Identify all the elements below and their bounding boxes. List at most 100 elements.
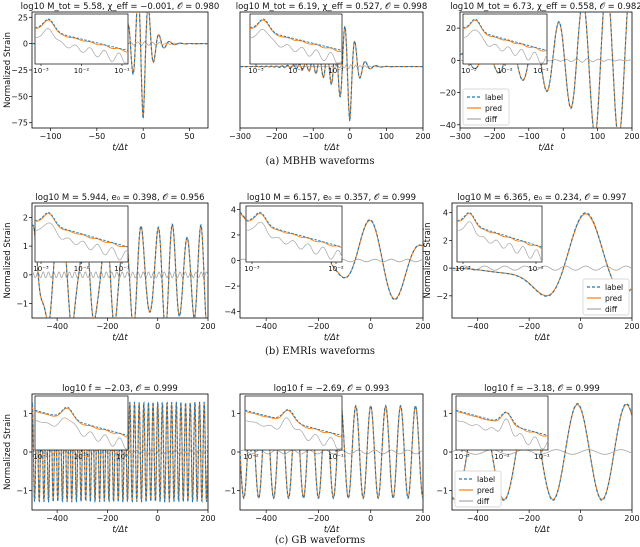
inset-tick-label: 10⁻¹ [533, 67, 549, 75]
caption-mbhb: (a) MBHB waveforms [265, 156, 375, 167]
plot-frame [459, 11, 633, 129]
y-tick-label: −4 [224, 308, 236, 317]
legend-frame [454, 470, 502, 508]
spectrum-inset: 10⁻³ 10⁻² 10⁻¹ [248, 13, 344, 75]
y-tick-label: 0 [23, 271, 28, 280]
inset-diff-line [246, 221, 343, 260]
spectrum-inset: 10⁻² 10⁻¹ 10⁰ [33, 395, 129, 461]
x-tick-label: −400 [467, 514, 489, 523]
inset-tick-label: 10⁻³ [455, 265, 471, 273]
x-axis-label: t/Δt [324, 525, 340, 535]
inset-tick-label: 10⁻² [528, 265, 544, 273]
y-tick-label: 1 [443, 409, 448, 418]
y-tick-label: −1 [224, 487, 236, 496]
x-tick-label: −400 [255, 322, 277, 331]
chart-panel-5: log10 M = 6.157, e₀ = 0.357, 𝒪 = 0.999 −4… [224, 193, 430, 343]
chart-panel-1: log10 M_tot = 5.58, χ_eff = −0.001, 𝒪 = … [3, 2, 220, 153]
y-tick-label: −2 [224, 282, 236, 291]
inset-pred-line [34, 19, 129, 53]
x-axis-label: t/Δt [112, 143, 128, 153]
inset-tick-label: 10⁻³ [248, 67, 264, 75]
y-tick-label: 1 [23, 409, 28, 418]
y-tick-label: −25 [11, 66, 28, 75]
x-tick-label: 100 [379, 132, 394, 141]
x-tick-label: −200 [518, 514, 540, 523]
inset-frame [244, 395, 343, 451]
legend: label pred diff [462, 88, 510, 126]
legend-entry-label: label [477, 475, 495, 484]
chart-title: log10 f = −2.69, 𝒪 = 0.993 [274, 384, 390, 394]
inset-tick-label: 10⁻¹ [114, 67, 130, 75]
legend-entry-label: label [485, 93, 503, 102]
inset-frame [34, 395, 129, 451]
x-tick-label: 200 [624, 132, 639, 141]
y-tick-label: −2 [436, 292, 448, 301]
x-tick-label: 200 [624, 514, 639, 523]
inset-tick-label: 10⁻¹ [74, 453, 90, 461]
spectrum-inset: 10⁻³ 10⁻² 10⁻¹ [33, 13, 130, 75]
inset-diff-line [462, 29, 548, 64]
inset-label-line [249, 18, 343, 51]
legend-entry-pred: pred [485, 104, 502, 113]
plot-frame [451, 202, 633, 319]
x-tick-label: 0 [155, 322, 160, 331]
spectrum-inset: 10⁻³ 10⁻² [244, 205, 344, 273]
x-axis-label: t/Δt [534, 333, 550, 343]
inset-tick-label: 10⁻² [74, 67, 90, 75]
series-label-line [240, 211, 423, 301]
chart-title: log10 M_tot = 5.58, χ_eff = −0.001, 𝒪 = … [21, 2, 220, 12]
inset-diff-line [249, 28, 343, 64]
inset-label-line [34, 18, 129, 51]
plot-frame [239, 11, 424, 129]
chart-title: log10 M_tot = 6.73, χ_eff = 0.558, 𝒪 = 0… [450, 2, 640, 12]
inset-diff-line [34, 222, 129, 261]
y-tick-label: −1 [16, 487, 28, 496]
legend-entry-diff: diff [485, 115, 498, 124]
spectrum-inset: 10⁻³ 10⁻² 10⁻¹ [454, 395, 550, 461]
series-label-line [240, 25, 423, 122]
y-tick-label: 2 [23, 213, 28, 222]
x-tick-label: 0 [347, 132, 352, 141]
y-tick-label: 0 [443, 448, 448, 457]
series-label-line [452, 403, 632, 501]
inset-tick-label: 10⁻³ [454, 453, 470, 461]
chart-title: log10 M = 5.944, e₀ = 0.398, 𝒪 = 0.956 [35, 193, 204, 203]
x-tick-label: −400 [46, 322, 68, 331]
x-tick-label: −300 [449, 132, 471, 141]
inset-diff-line [34, 28, 128, 64]
inset-tick-label: 10⁻¹ [114, 265, 130, 273]
x-tick-label: −200 [96, 514, 118, 523]
x-tick-label: −400 [467, 322, 489, 331]
inset-tick-label: 10⁻³ [33, 67, 49, 75]
x-tick-label: 200 [415, 322, 430, 331]
inset-tick-label: 10⁻¹ [328, 453, 344, 461]
chart-panel-4: log10 M = 5.944, e₀ = 0.398, 𝒪 = 0.956 −4… [3, 193, 216, 343]
y-tick-label: −75 [11, 119, 28, 128]
legend: label pred diff [582, 278, 630, 316]
spectrum-inset: 10⁻³ 10⁻² 10⁻¹ [461, 13, 549, 75]
y-tick-label: 0 [443, 264, 448, 273]
y-axis-label: Normalized Strain [423, 222, 433, 298]
x-tick-label: 100 [590, 132, 605, 141]
y-tick-label: 0 [231, 257, 236, 266]
caption-emri: (b) EMRIs waveforms [265, 346, 375, 357]
x-tick-label: 0 [155, 514, 160, 523]
legend-entry-pred: pred [605, 294, 622, 303]
x-axis-label: t/Δt [112, 333, 128, 343]
inset-tick-label: 10⁻² [243, 453, 259, 461]
inset-tick-label: 10⁻² [328, 265, 344, 273]
inset-diff-line [34, 417, 128, 450]
x-tick-label: −100 [518, 132, 540, 141]
inset-diff-line [455, 418, 549, 450]
series-diff-line [32, 271, 208, 279]
inset-label-line [244, 409, 343, 436]
x-tick-label: −50 [88, 132, 105, 141]
plot-frame [31, 202, 209, 319]
y-axis-label: Normalized Strain [3, 414, 13, 490]
y-tick-label: 25 [18, 13, 28, 22]
x-tick-label: 0 [578, 514, 583, 523]
x-tick-label: 0 [578, 322, 583, 331]
y-tick-label: 2 [231, 231, 236, 240]
inset-label-line [34, 212, 129, 248]
y-tick-label: −50 [11, 92, 28, 101]
